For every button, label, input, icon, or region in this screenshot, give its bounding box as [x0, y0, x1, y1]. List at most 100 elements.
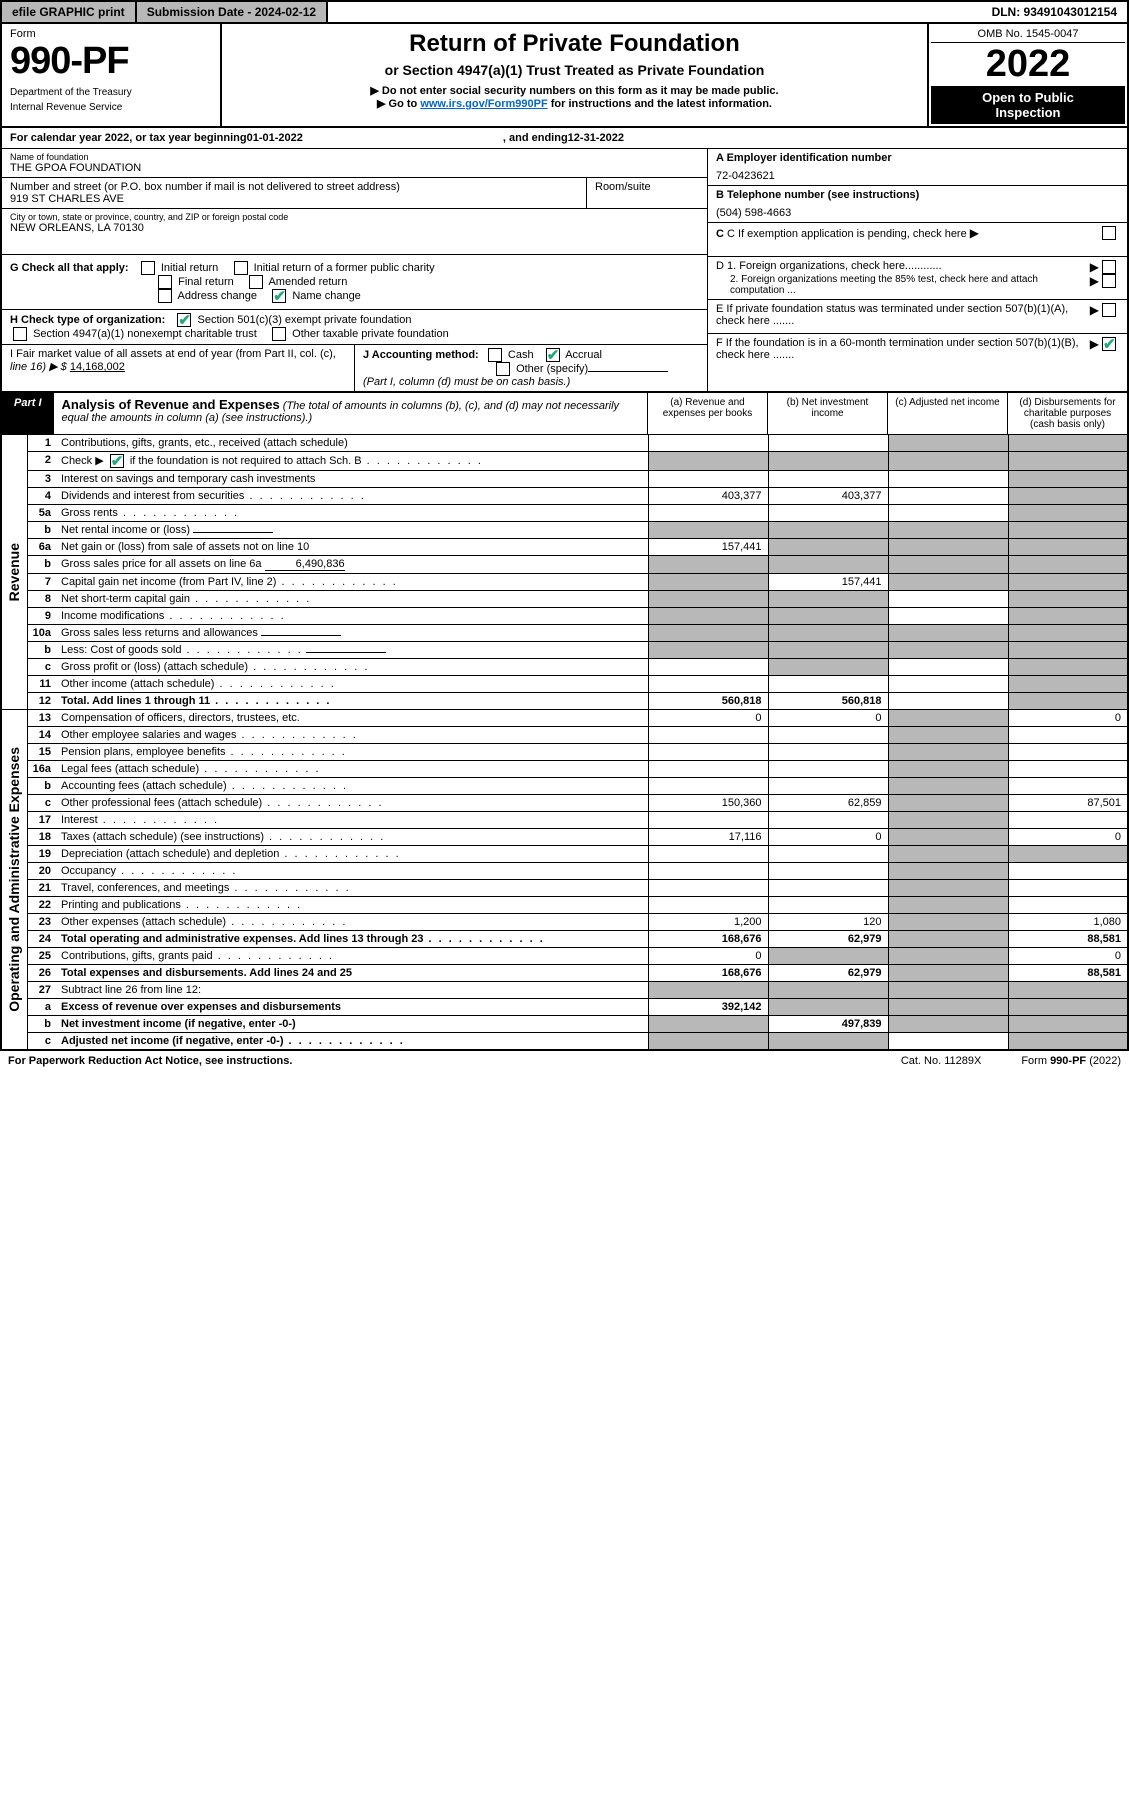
table-row: bNet investment income (if negative, ent… — [1, 1016, 1128, 1033]
table-row: 27Subtract line 26 from line 12: — [1, 982, 1128, 999]
table-row: 8Net short-term capital gain — [1, 591, 1128, 608]
table-row: 9Income modifications — [1, 608, 1128, 625]
table-row: 14Other employee salaries and wages — [1, 727, 1128, 744]
table-row: 21Travel, conferences, and meetings — [1, 880, 1128, 897]
cat-number: Cat. No. 11289X — [901, 1055, 982, 1067]
table-row: 25Contributions, gifts, grants paid00 — [1, 948, 1128, 965]
dept-irs: Internal Revenue Service — [10, 102, 212, 113]
table-row: bGross sales price for all assets on lin… — [1, 556, 1128, 574]
table-row: 24Total operating and administrative exp… — [1, 931, 1128, 948]
checkbox-d1[interactable] — [1102, 260, 1116, 274]
phone-cell: B Telephone number (see instructions) (5… — [708, 186, 1127, 223]
ein-cell: A Employer identification number 72-0423… — [708, 149, 1127, 186]
section-g: G Check all that apply: Initial return I… — [2, 255, 707, 310]
top-bar: efile GRAPHIC print Submission Date - 20… — [0, 0, 1129, 24]
checkbox-other-taxable[interactable] — [272, 327, 286, 341]
checkbox-501c3[interactable] — [177, 313, 191, 327]
col-c-header: (c) Adjusted net income — [887, 393, 1007, 434]
col-b-header: (b) Net investment income — [767, 393, 887, 434]
table-row: 10aGross sales less returns and allowanc… — [1, 625, 1128, 642]
identification-section: Name of foundation THE GPOA FOUNDATION N… — [0, 149, 1129, 393]
instr-1: ▶ Do not enter social security numbers o… — [242, 84, 907, 97]
section-c: C C If exemption application is pending,… — [708, 223, 1127, 257]
checkbox-other-method[interactable] — [496, 362, 510, 376]
tax-year: 2022 — [931, 43, 1125, 86]
table-row: 15Pension plans, employee benefits — [1, 744, 1128, 761]
col-a-header: (a) Revenue and expenses per books — [647, 393, 767, 434]
table-row: 3Interest on savings and temporary cash … — [1, 471, 1128, 488]
form-header: Form 990-PF Department of the Treasury I… — [0, 24, 1129, 128]
checkbox-4947[interactable] — [13, 327, 27, 341]
dln: DLN: 93491043012154 — [982, 2, 1127, 22]
table-row: 7Capital gain net income (from Part IV, … — [1, 574, 1128, 591]
section-f: F If the foundation is in a 60-month ter… — [708, 334, 1127, 368]
table-row: 6aNet gain or (loss) from sale of assets… — [1, 539, 1128, 556]
foundation-name-cell: Name of foundation THE GPOA FOUNDATION — [2, 149, 707, 178]
table-row: 20Occupancy — [1, 863, 1128, 880]
efile-print-button[interactable]: efile GRAPHIC print — [2, 2, 137, 22]
table-row: 5aGross rents — [1, 505, 1128, 522]
section-e: E If private foundation status was termi… — [708, 300, 1127, 334]
table-row: bAccounting fees (attach schedule) — [1, 778, 1128, 795]
table-row: 22Printing and publications — [1, 897, 1128, 914]
header-left: Form 990-PF Department of the Treasury I… — [2, 24, 222, 126]
part-label: Part I — [2, 393, 54, 434]
part-1-table: Revenue1Contributions, gifts, grants, et… — [0, 435, 1129, 1051]
address-cell: Number and street (or P.O. box number if… — [2, 178, 587, 208]
col-d-header: (d) Disbursements for charitable purpose… — [1007, 393, 1127, 434]
table-row: 23Other expenses (attach schedule)1,2001… — [1, 914, 1128, 931]
table-row: bNet rental income or (loss) — [1, 522, 1128, 539]
checkbox-address-change[interactable] — [158, 289, 172, 303]
form-subtitle: or Section 4947(a)(1) Trust Treated as P… — [242, 62, 907, 78]
submission-date: Submission Date - 2024-02-12 — [137, 2, 328, 22]
dept-treasury: Department of the Treasury — [10, 87, 212, 98]
section-h: H Check type of organization: Section 50… — [2, 310, 707, 345]
omb-number: OMB No. 1545-0047 — [931, 26, 1125, 43]
instructions-link[interactable]: www.irs.gov/Form990PF — [420, 98, 547, 110]
checkbox-final-return[interactable] — [158, 275, 172, 289]
paperwork-notice: For Paperwork Reduction Act Notice, see … — [8, 1055, 292, 1067]
checkbox-initial-former[interactable] — [234, 261, 248, 275]
table-row: cOther professional fees (attach schedul… — [1, 795, 1128, 812]
table-row: 11Other income (attach schedule) — [1, 676, 1128, 693]
checkbox-e[interactable] — [1102, 303, 1116, 317]
checkbox-initial-return[interactable] — [141, 261, 155, 275]
open-to-public: Open to PublicInspection — [931, 86, 1125, 124]
table-row: cGross profit or (loss) (attach schedule… — [1, 659, 1128, 676]
table-row: 2Check ▶ if the foundation is not requir… — [1, 452, 1128, 471]
form-title: Return of Private Foundation — [242, 30, 907, 58]
table-row: 18Taxes (attach schedule) (see instructi… — [1, 829, 1128, 846]
form-ref: Form 990-PF (2022) — [1021, 1055, 1121, 1067]
table-row: 4Dividends and interest from securities4… — [1, 488, 1128, 505]
checkbox-amended[interactable] — [249, 275, 263, 289]
checkbox-cash[interactable] — [488, 348, 502, 362]
form-number: 990-PF — [10, 40, 212, 83]
section-i: I Fair market value of all assets at end… — [2, 345, 355, 391]
room-cell: Room/suite — [587, 178, 707, 208]
table-row: 16aLegal fees (attach schedule) — [1, 761, 1128, 778]
form-label: Form — [10, 28, 212, 40]
checkbox-d2[interactable] — [1102, 274, 1116, 288]
table-row: Revenue1Contributions, gifts, grants, et… — [1, 435, 1128, 452]
part-title: Analysis of Revenue and Expenses (The to… — [54, 393, 647, 434]
section-d: D 1. Foreign organizations, check here..… — [708, 257, 1127, 300]
table-row: Operating and Administrative Expenses13C… — [1, 710, 1128, 727]
table-row: 19Depreciation (attach schedule) and dep… — [1, 846, 1128, 863]
checkbox-name-change[interactable] — [272, 289, 286, 303]
checkbox-c[interactable] — [1102, 226, 1116, 240]
table-row: 12Total. Add lines 1 through 11560,81856… — [1, 693, 1128, 710]
table-row: bLess: Cost of goods sold — [1, 642, 1128, 659]
page-footer: For Paperwork Reduction Act Notice, see … — [0, 1051, 1129, 1071]
part-1-header: Part I Analysis of Revenue and Expenses … — [0, 393, 1129, 435]
instr-2: ▶ Go to www.irs.gov/Form990PF for instru… — [242, 97, 907, 110]
header-center: Return of Private Foundation or Section … — [222, 24, 927, 126]
checkbox-accrual[interactable] — [546, 348, 560, 362]
checkbox-f[interactable] — [1102, 337, 1116, 351]
table-row: aExcess of revenue over expenses and dis… — [1, 999, 1128, 1016]
city-cell: City or town, state or province, country… — [2, 209, 707, 255]
table-row: cAdjusted net income (if negative, enter… — [1, 1033, 1128, 1051]
section-j: J Accounting method: Cash Accrual Other … — [355, 345, 707, 391]
table-row: 26Total expenses and disbursements. Add … — [1, 965, 1128, 982]
table-row: 17Interest — [1, 812, 1128, 829]
header-right: OMB No. 1545-0047 2022 Open to PublicIns… — [927, 24, 1127, 126]
